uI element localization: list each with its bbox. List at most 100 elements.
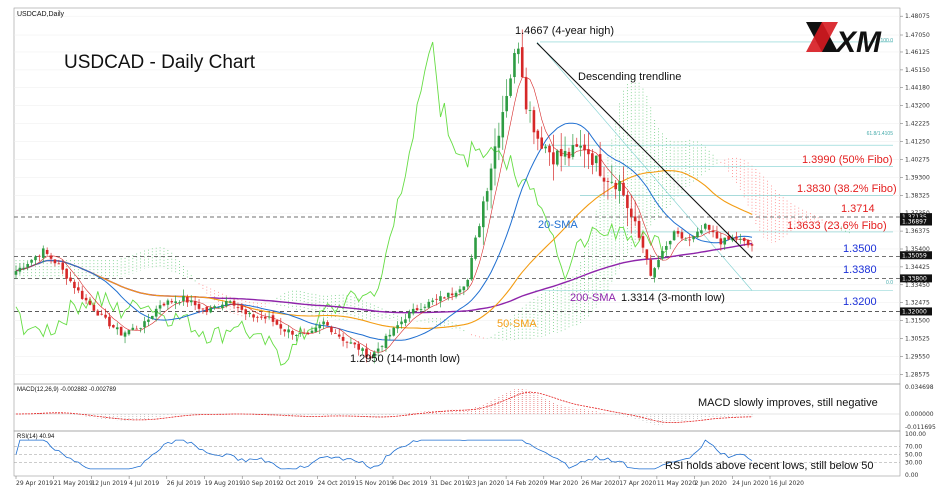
x-tick-label: 26 Mar 2020 (582, 480, 620, 487)
candle-body (209, 307, 213, 313)
candle-body (162, 303, 166, 306)
annotation-level-3200: 1.3200 (843, 296, 877, 308)
macd-y-label: 0.034698 (905, 384, 934, 391)
candle-body (92, 304, 96, 311)
candle-body (279, 324, 283, 329)
candle-body (154, 308, 158, 317)
annotation-4-year-high: 1.4667 (4-year high) (515, 25, 614, 37)
chart-grid (14, 15, 900, 375)
candle-body (610, 181, 614, 183)
x-tick-label: 14 Feb 2020 (506, 480, 544, 487)
candle-body (104, 314, 107, 318)
candle-body (676, 230, 680, 234)
candle-body (458, 289, 462, 293)
x-tick-label: 23 Jan 2020 (468, 480, 504, 487)
candle-body (649, 259, 653, 276)
candle-body (629, 208, 633, 217)
candle-body (513, 52, 516, 78)
y-tick-label: 1.31500 (905, 318, 930, 325)
candle-body (217, 307, 220, 309)
candle-body (178, 302, 181, 304)
x-tick-label: 29 Apr 2019 (16, 480, 53, 487)
annotation-level-3380: 1.3380 (843, 264, 877, 276)
candle-body (96, 310, 100, 316)
candle-body (587, 149, 590, 155)
candle-body (439, 296, 442, 302)
candle-body (684, 239, 688, 241)
macd-y-label: 0.000000 (905, 411, 934, 418)
candle-body (166, 300, 170, 305)
annotation-rsi: RSI holds above recent lows, still below… (665, 460, 874, 472)
fib-618-label: 61.8/1.4105 (867, 131, 894, 137)
candle-body (224, 301, 228, 307)
rsi-y-label: 100.00 (905, 431, 926, 438)
candle-body (739, 238, 742, 240)
candle-body (497, 135, 501, 148)
candle-body (158, 305, 162, 309)
candle-body (186, 296, 189, 303)
rsi-header: RSI(14) 40.94 (17, 434, 55, 440)
candle-body (482, 201, 485, 228)
candle-body (750, 244, 754, 246)
candle-body (77, 287, 80, 291)
y-tick-label: 1.39300 (905, 174, 930, 181)
candle-body (517, 48, 520, 55)
y-tick-label: 1.38325 (905, 192, 930, 199)
candle-body (275, 320, 279, 325)
candle-body (672, 231, 676, 241)
candle-body (345, 341, 349, 343)
candle-body (49, 255, 53, 259)
candle-body (131, 327, 135, 330)
candle-body (365, 348, 368, 358)
indicator-lines (15, 41, 753, 366)
x-tick-label: 9 Mar 2020 (544, 480, 578, 487)
y-tick-label: 1.34425 (905, 264, 930, 271)
candle-body (108, 316, 111, 327)
x-tick-label: 12 Jun 2019 (91, 480, 127, 487)
candle-body (174, 301, 177, 303)
y-tick-label: 1.47050 (905, 32, 930, 39)
candle-body (326, 322, 329, 326)
candle-body (80, 290, 84, 299)
candle-body (454, 292, 458, 297)
candle-body (69, 277, 72, 282)
candle-body (668, 240, 672, 245)
candle-body (742, 237, 746, 242)
candle-body (322, 321, 325, 325)
sma-50-line (15, 170, 753, 329)
candle-body (680, 232, 684, 239)
candle-body (462, 286, 466, 291)
candle-body (263, 317, 267, 319)
candle-body (618, 181, 621, 192)
candle-body (493, 146, 497, 169)
candle-body (594, 155, 598, 164)
candle-body (73, 281, 76, 289)
candle-body (112, 325, 115, 328)
x-tick-label: 21 May 2019 (54, 480, 93, 487)
x-tick-label: 24 Jun 2020 (732, 480, 768, 487)
candle-body (489, 168, 493, 191)
rsi-y-label: 0.00 (905, 472, 919, 479)
annotation-3-month-low: 1.3314 (3-month low) (621, 292, 725, 304)
candle-body (427, 301, 431, 308)
macd-indicator: 0.034698 0.000000 -0.011695 (14, 384, 936, 431)
y-tick-label: 1.45150 (905, 67, 930, 74)
candle-body (232, 300, 236, 306)
candle-body (283, 329, 286, 332)
candle-body (115, 327, 119, 330)
y-tick-label: 1.32475 (905, 300, 930, 307)
candle-body (555, 150, 559, 165)
candle-body (548, 145, 551, 153)
candle-body (228, 301, 232, 303)
price-tag (900, 217, 932, 226)
candle-body (236, 307, 240, 308)
candle-body (291, 330, 294, 335)
candle-body (127, 330, 131, 335)
candle-body (318, 324, 322, 329)
price-tag-label: 1.35059 (902, 252, 927, 259)
macd-signal-line (16, 391, 753, 423)
candle-body (501, 112, 505, 138)
candle-body (466, 279, 470, 287)
candle-body (396, 325, 399, 329)
